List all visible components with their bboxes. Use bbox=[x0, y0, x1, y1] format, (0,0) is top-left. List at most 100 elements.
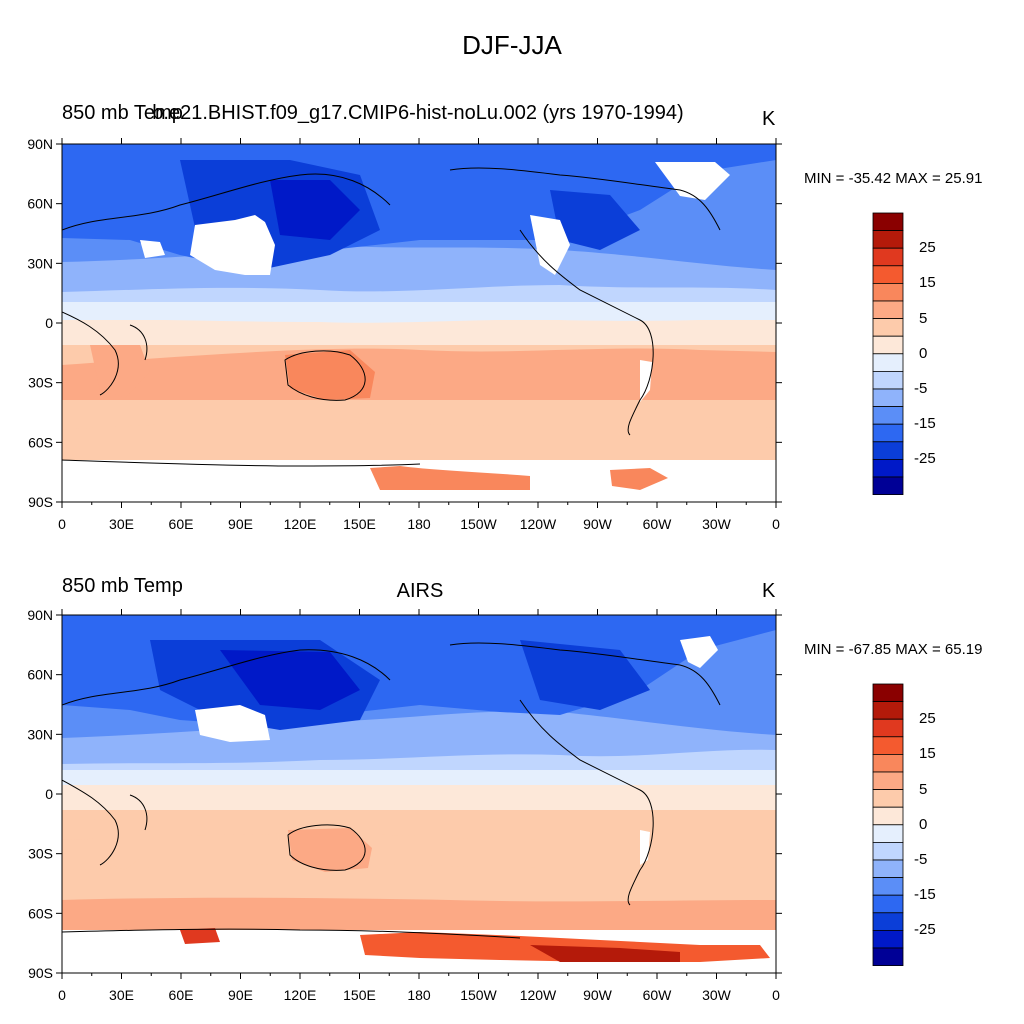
x-tick-label: 180 bbox=[407, 516, 431, 532]
colorbar-swatch bbox=[872, 771, 904, 791]
y-tick-label: 30S bbox=[28, 375, 53, 391]
colorbar-swatch bbox=[872, 423, 904, 443]
colorbar-swatch bbox=[872, 406, 904, 425]
colorbar-swatch bbox=[872, 683, 904, 703]
colorbar-swatch bbox=[872, 370, 904, 390]
x-tick-label: 0 bbox=[58, 516, 66, 532]
y-tick-label: 30N bbox=[27, 726, 53, 742]
x-tick-label: 90W bbox=[583, 987, 613, 1003]
y-tick-label: 90N bbox=[27, 607, 53, 623]
panel2-units: K bbox=[762, 580, 776, 602]
panel1-map bbox=[62, 144, 776, 502]
colorbar-swatch bbox=[872, 789, 904, 808]
panel2-left-title: 850 mb Temp bbox=[62, 575, 183, 597]
colorbar-label: -25 bbox=[914, 921, 936, 939]
x-tick-label: 60E bbox=[169, 516, 194, 532]
colorbar-swatch bbox=[872, 894, 904, 914]
x-tick-label: 60W bbox=[643, 516, 673, 532]
panel2-colorbar bbox=[872, 683, 904, 967]
colorbar-label: 15 bbox=[919, 745, 936, 763]
y-tick-label: 60S bbox=[28, 905, 53, 921]
y-tick-label: 0 bbox=[45, 315, 53, 331]
colorbar-label: 0 bbox=[919, 815, 928, 833]
colorbar-swatch bbox=[872, 701, 904, 720]
x-tick-label: 120W bbox=[520, 516, 557, 532]
y-tick-label: 60N bbox=[27, 667, 53, 683]
x-tick-label: 90E bbox=[228, 516, 253, 532]
colorbar-swatch bbox=[872, 388, 904, 408]
colorbar-label: 5 bbox=[919, 780, 928, 798]
panel2-axes: 0 30E 60E 90E 120E 150E 180 150W 120W 90W 60W 30W 09… bbox=[27, 607, 782, 1003]
colorbar-swatch bbox=[872, 736, 904, 755]
y-tick-label: 90S bbox=[28, 965, 53, 981]
x-tick-label: 120E bbox=[284, 516, 317, 532]
colorbar-swatch bbox=[872, 754, 904, 773]
colorbar-swatch bbox=[872, 265, 904, 284]
x-tick-label: 150W bbox=[460, 516, 497, 532]
x-tick-label: 90W bbox=[583, 516, 613, 532]
x-tick-label: 0 bbox=[772, 516, 780, 532]
x-tick-label: 30E bbox=[109, 516, 134, 532]
colorbar-label: -25 bbox=[914, 450, 936, 468]
x-tick-label: 0 bbox=[772, 987, 780, 1003]
x-tick-label: 60W bbox=[643, 987, 673, 1003]
colorbar-swatch bbox=[872, 877, 904, 896]
panel1-center-title: b.e21.BHIST.f09_g17.CMIP6-hist-noLu.002 … bbox=[152, 102, 684, 124]
colorbar-swatch bbox=[872, 247, 904, 267]
colorbar-label: -15 bbox=[914, 415, 936, 433]
colorbar-swatch bbox=[872, 335, 904, 355]
colorbar-swatch bbox=[872, 859, 904, 879]
panel2-center-title: AIRS bbox=[396, 580, 444, 602]
colorbar-label: 0 bbox=[919, 344, 928, 362]
colorbar-swatch bbox=[872, 912, 904, 931]
colorbar-swatch bbox=[872, 230, 904, 249]
x-tick-label: 90E bbox=[228, 987, 253, 1003]
x-tick-label: 180 bbox=[407, 987, 431, 1003]
x-tick-label: 30W bbox=[702, 516, 732, 532]
colorbar-label: 25 bbox=[919, 710, 936, 728]
colorbar-swatch bbox=[872, 824, 904, 843]
colorbar-label: 15 bbox=[919, 274, 936, 292]
colorbar-label: -5 bbox=[914, 851, 928, 868]
panel1-axes: 0 30E 60E 90E 120E 150E 180 150W 120W 90W 60W 30W 09… bbox=[27, 136, 782, 532]
y-tick-label: 90N bbox=[27, 136, 53, 152]
colorbar-swatch bbox=[872, 300, 904, 320]
x-tick-label: 30W bbox=[702, 987, 732, 1003]
panel1-left-title: 850 mb Temp bbox=[62, 102, 183, 124]
y-tick-label: 30N bbox=[27, 255, 53, 271]
colorbar-swatch bbox=[872, 930, 904, 949]
colorbar-swatch bbox=[872, 318, 904, 337]
panel1-stats: MIN = -35.42 MAX = 25.91 bbox=[804, 170, 983, 187]
colorbar-label: 25 bbox=[919, 239, 936, 257]
colorbar-swatch bbox=[872, 458, 904, 478]
x-tick-label: 0 bbox=[58, 987, 66, 1003]
y-tick-label: 60N bbox=[27, 196, 53, 212]
y-tick-label: 30S bbox=[28, 846, 53, 862]
colorbar-swatch bbox=[872, 476, 904, 496]
y-tick-label: 60S bbox=[28, 434, 53, 450]
x-tick-label: 60E bbox=[169, 987, 194, 1003]
panel1-units: K bbox=[762, 108, 776, 130]
colorbar-label: 5 bbox=[919, 309, 928, 327]
colorbar-swatch bbox=[872, 441, 904, 460]
x-tick-label: 30E bbox=[109, 987, 134, 1003]
colorbar-swatch bbox=[872, 353, 904, 372]
x-tick-label: 150E bbox=[343, 516, 376, 532]
panel2-stats: MIN = -67.85 MAX = 65.19 bbox=[804, 641, 983, 658]
colorbar-swatch bbox=[872, 842, 904, 861]
colorbar-swatch bbox=[872, 282, 904, 302]
x-tick-label: 120W bbox=[520, 987, 557, 1003]
colorbar-swatch bbox=[872, 718, 904, 738]
x-tick-label: 150W bbox=[460, 987, 497, 1003]
panel1-colorbar bbox=[872, 212, 904, 496]
colorbar-swatch bbox=[872, 806, 904, 826]
figure-title: DJF-JJA bbox=[462, 30, 562, 60]
panel2-map bbox=[62, 615, 776, 973]
x-tick-label: 120E bbox=[284, 987, 317, 1003]
colorbar-label: -5 bbox=[914, 380, 928, 397]
colorbar-swatch bbox=[872, 947, 904, 967]
colorbar-swatch bbox=[872, 212, 904, 232]
colorbar-label: -15 bbox=[914, 886, 936, 904]
y-tick-label: 90S bbox=[28, 494, 53, 510]
